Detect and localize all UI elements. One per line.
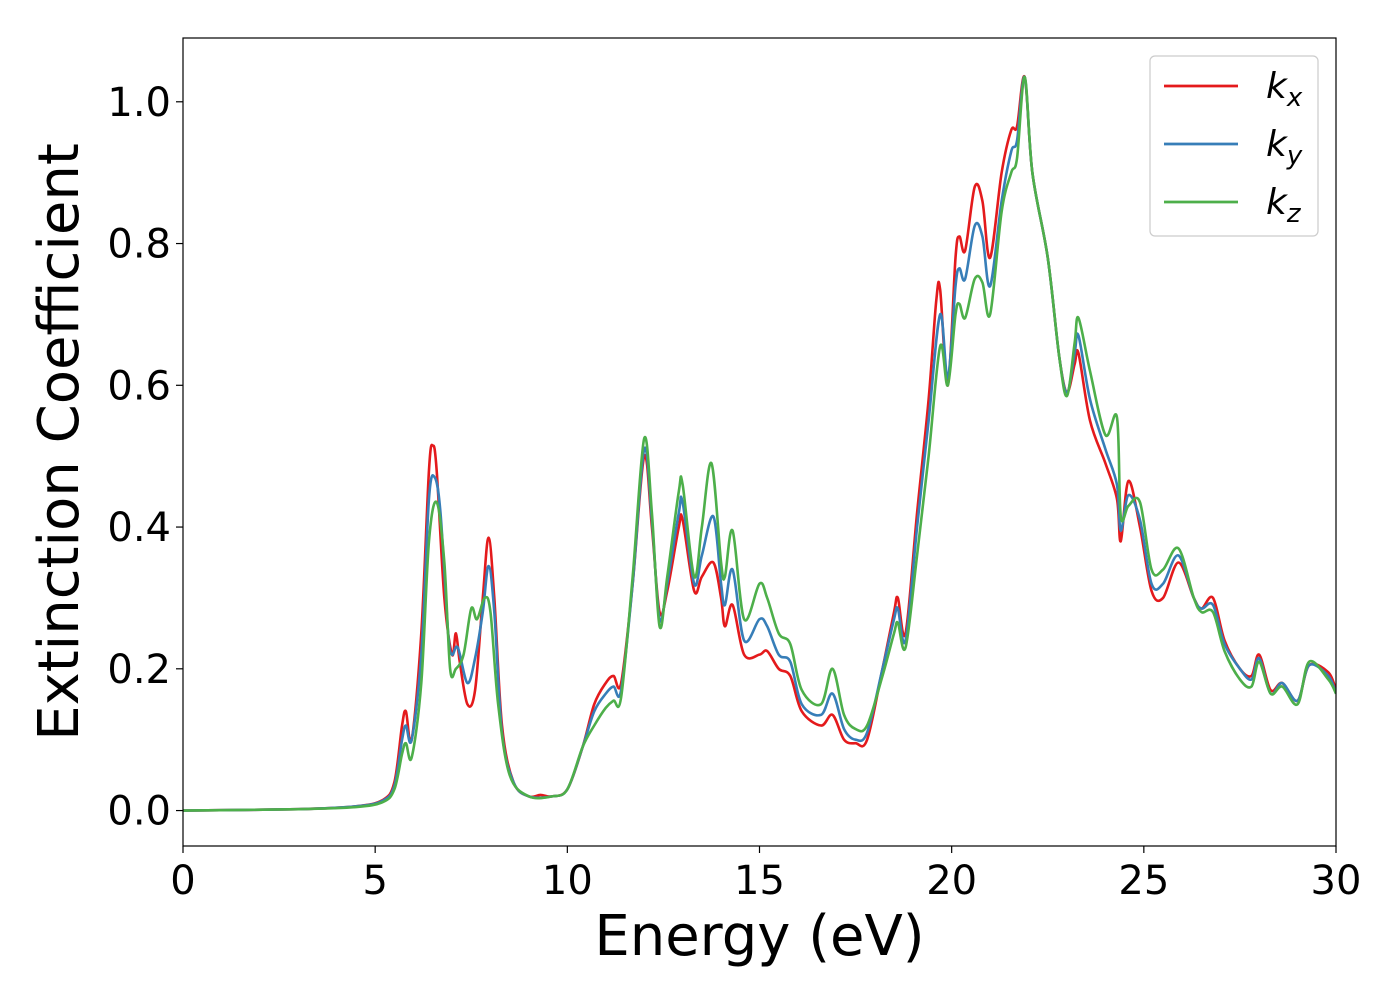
y-tick-label: 0.8 [107, 222, 171, 268]
y-tick-label: 0.6 [107, 363, 171, 409]
legend-box [1149, 55, 1319, 237]
x-tick-label: 30 [1311, 858, 1362, 904]
x-axis-ticks: 0 5 10 15 20 25 30 [170, 846, 1361, 904]
y-tick-label: 0.4 [107, 505, 171, 551]
legend-label-kz: kz [1266, 182, 1302, 229]
series-lines [183, 75, 1336, 812]
series-line-ky [183, 75, 1336, 812]
series-line-kz [183, 75, 1336, 812]
y-tick-label: 0.0 [107, 789, 171, 835]
y-axis-label: Extinction Coefficient [27, 143, 92, 741]
legend: kx ky kz [1149, 55, 1319, 237]
x-tick-label: 10 [542, 858, 593, 904]
x-axis-label: Energy (eV) [594, 904, 924, 969]
x-tick-label: 0 [170, 858, 195, 904]
x-tick-label: 15 [734, 858, 785, 904]
x-tick-label: 25 [1118, 858, 1169, 904]
y-tick-label: 1.0 [107, 80, 171, 126]
legend-label-kx: kx [1266, 66, 1303, 113]
legend-label-ky: ky [1266, 124, 1303, 171]
y-tick-label: 0.2 [107, 647, 171, 693]
x-tick-label: 20 [926, 858, 977, 904]
y-axis-ticks: 0.0 0.2 0.4 0.6 0.8 1.0 [107, 80, 183, 835]
series-line-kx [183, 75, 1336, 812]
x-tick-label: 5 [362, 858, 387, 904]
